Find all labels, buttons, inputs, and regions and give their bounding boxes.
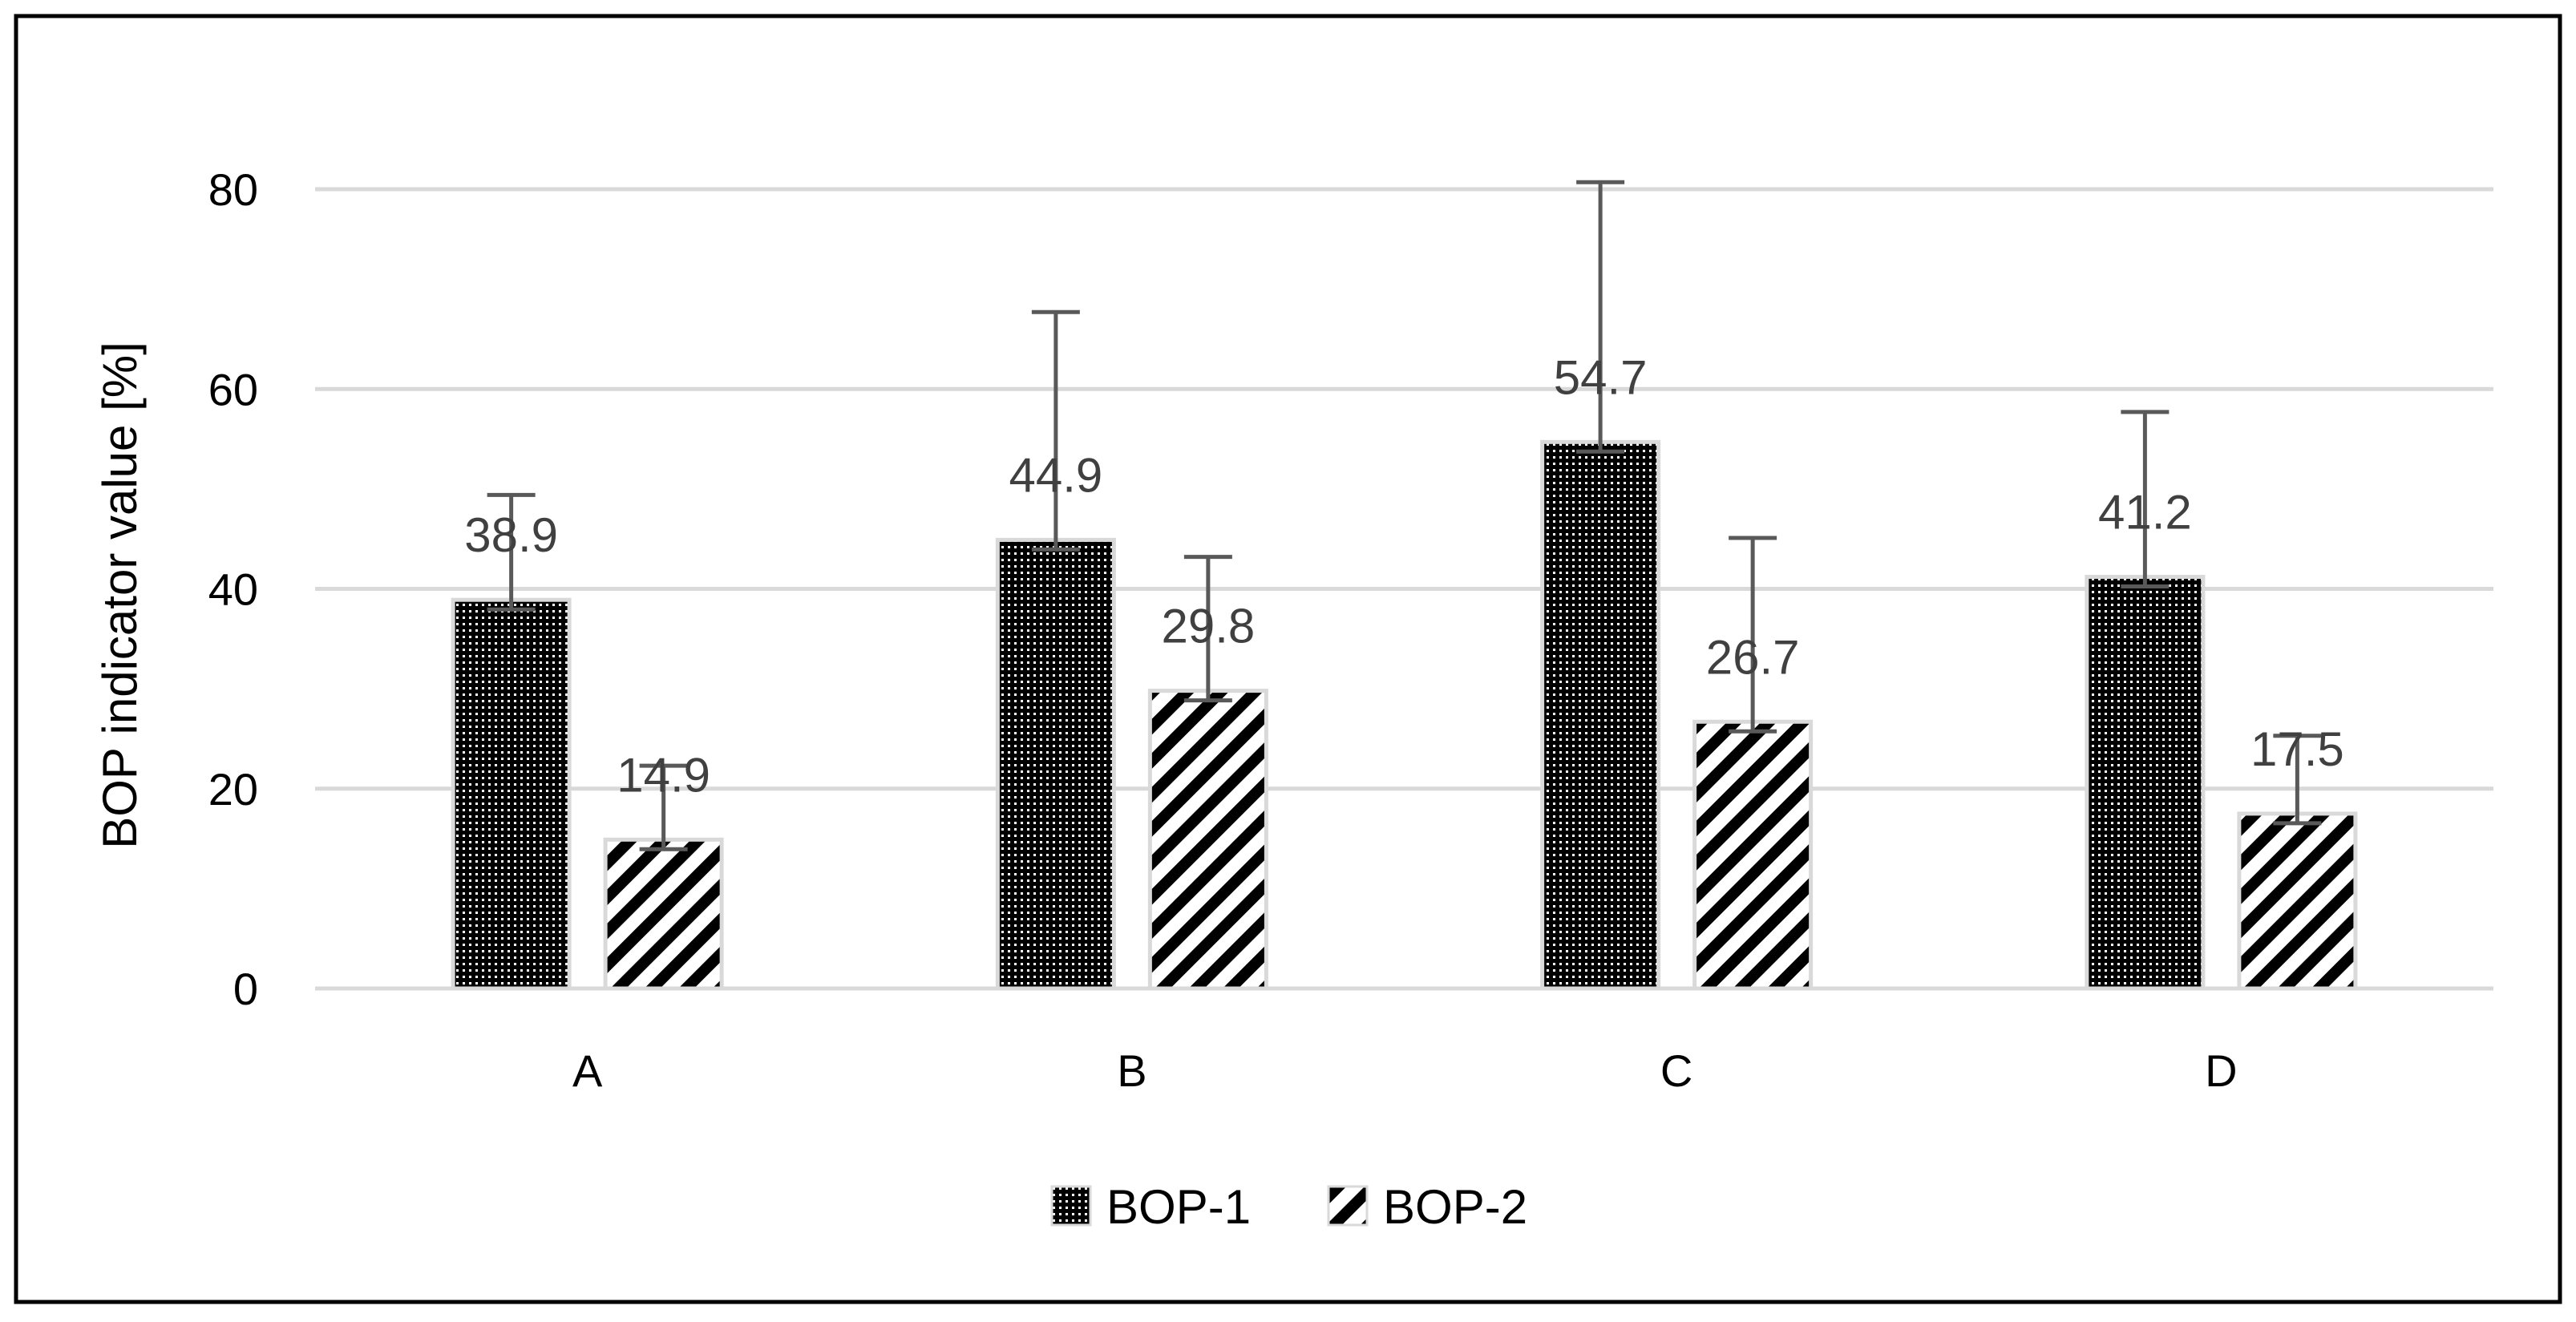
bar-bop-1-b bbox=[995, 537, 1116, 991]
axes: 0 20 40 60 80 BOP indicator value [%] A B C D bbox=[93, 164, 2238, 1096]
legend-item-bop-2: BOP-2 bbox=[1327, 1180, 1527, 1234]
bar-bop-1-c bbox=[1540, 439, 1661, 991]
error-bar-bop-1-c bbox=[1576, 180, 1625, 454]
data-label: 29.8 bbox=[1161, 600, 1255, 653]
bar-bop-1-d bbox=[2085, 575, 2206, 991]
bar-bop-2-a bbox=[603, 837, 724, 991]
x-tick-label: D bbox=[2205, 1045, 2237, 1096]
y-tick-label: 20 bbox=[208, 764, 258, 815]
y-tick-label: 80 bbox=[208, 164, 258, 215]
data-label: 17.5 bbox=[2250, 722, 2344, 776]
bar-bop-2-b bbox=[1147, 689, 1268, 991]
legend-label: BOP-2 bbox=[1383, 1180, 1527, 1234]
y-tick-label: 0 bbox=[233, 964, 258, 1014]
bars bbox=[451, 439, 2358, 991]
data-label: 44.9 bbox=[1009, 448, 1102, 502]
data-label: 38.9 bbox=[464, 508, 558, 562]
error-bars bbox=[487, 180, 2322, 851]
y-tick-label: 60 bbox=[208, 364, 258, 414]
bar-bop-2-d bbox=[2237, 811, 2358, 991]
legend-label: BOP-1 bbox=[1106, 1180, 1251, 1234]
data-labels: 38.9 14.9 44.9 29.8 54.7 26.7 41.2 17.5 bbox=[464, 350, 2344, 802]
y-tick-label: 40 bbox=[208, 564, 258, 615]
error-bar-bop-2-a bbox=[639, 763, 688, 851]
error-bar-bop-1-d bbox=[2121, 410, 2170, 589]
y-axis-title: BOP indicator value [%] bbox=[93, 342, 147, 849]
legend-swatch bbox=[1327, 1185, 1369, 1227]
x-tick-label: A bbox=[572, 1045, 603, 1096]
data-label: 26.7 bbox=[1706, 630, 1800, 684]
error-bar-bop-2-c bbox=[1729, 536, 1777, 734]
error-bar-bop-1-b bbox=[1031, 309, 1080, 552]
error-bar-bop-2-d bbox=[2273, 734, 2322, 826]
legend-item-bop-1: BOP-1 bbox=[1050, 1180, 1251, 1234]
bar-bop-2-c bbox=[1692, 719, 1814, 991]
legend: BOP-1 BOP-2 bbox=[1050, 1180, 1527, 1234]
data-label: 41.2 bbox=[2098, 486, 2192, 540]
x-tick-label: C bbox=[1660, 1045, 1692, 1096]
error-bar-bop-1-a bbox=[487, 492, 536, 612]
data-label: 14.9 bbox=[617, 748, 710, 802]
error-bar-bop-2-b bbox=[1183, 555, 1232, 703]
legend-swatch bbox=[1050, 1185, 1092, 1227]
x-tick-label: B bbox=[1117, 1045, 1146, 1096]
data-label: 54.7 bbox=[1554, 350, 1648, 404]
bar-bop-1-a bbox=[451, 597, 572, 991]
